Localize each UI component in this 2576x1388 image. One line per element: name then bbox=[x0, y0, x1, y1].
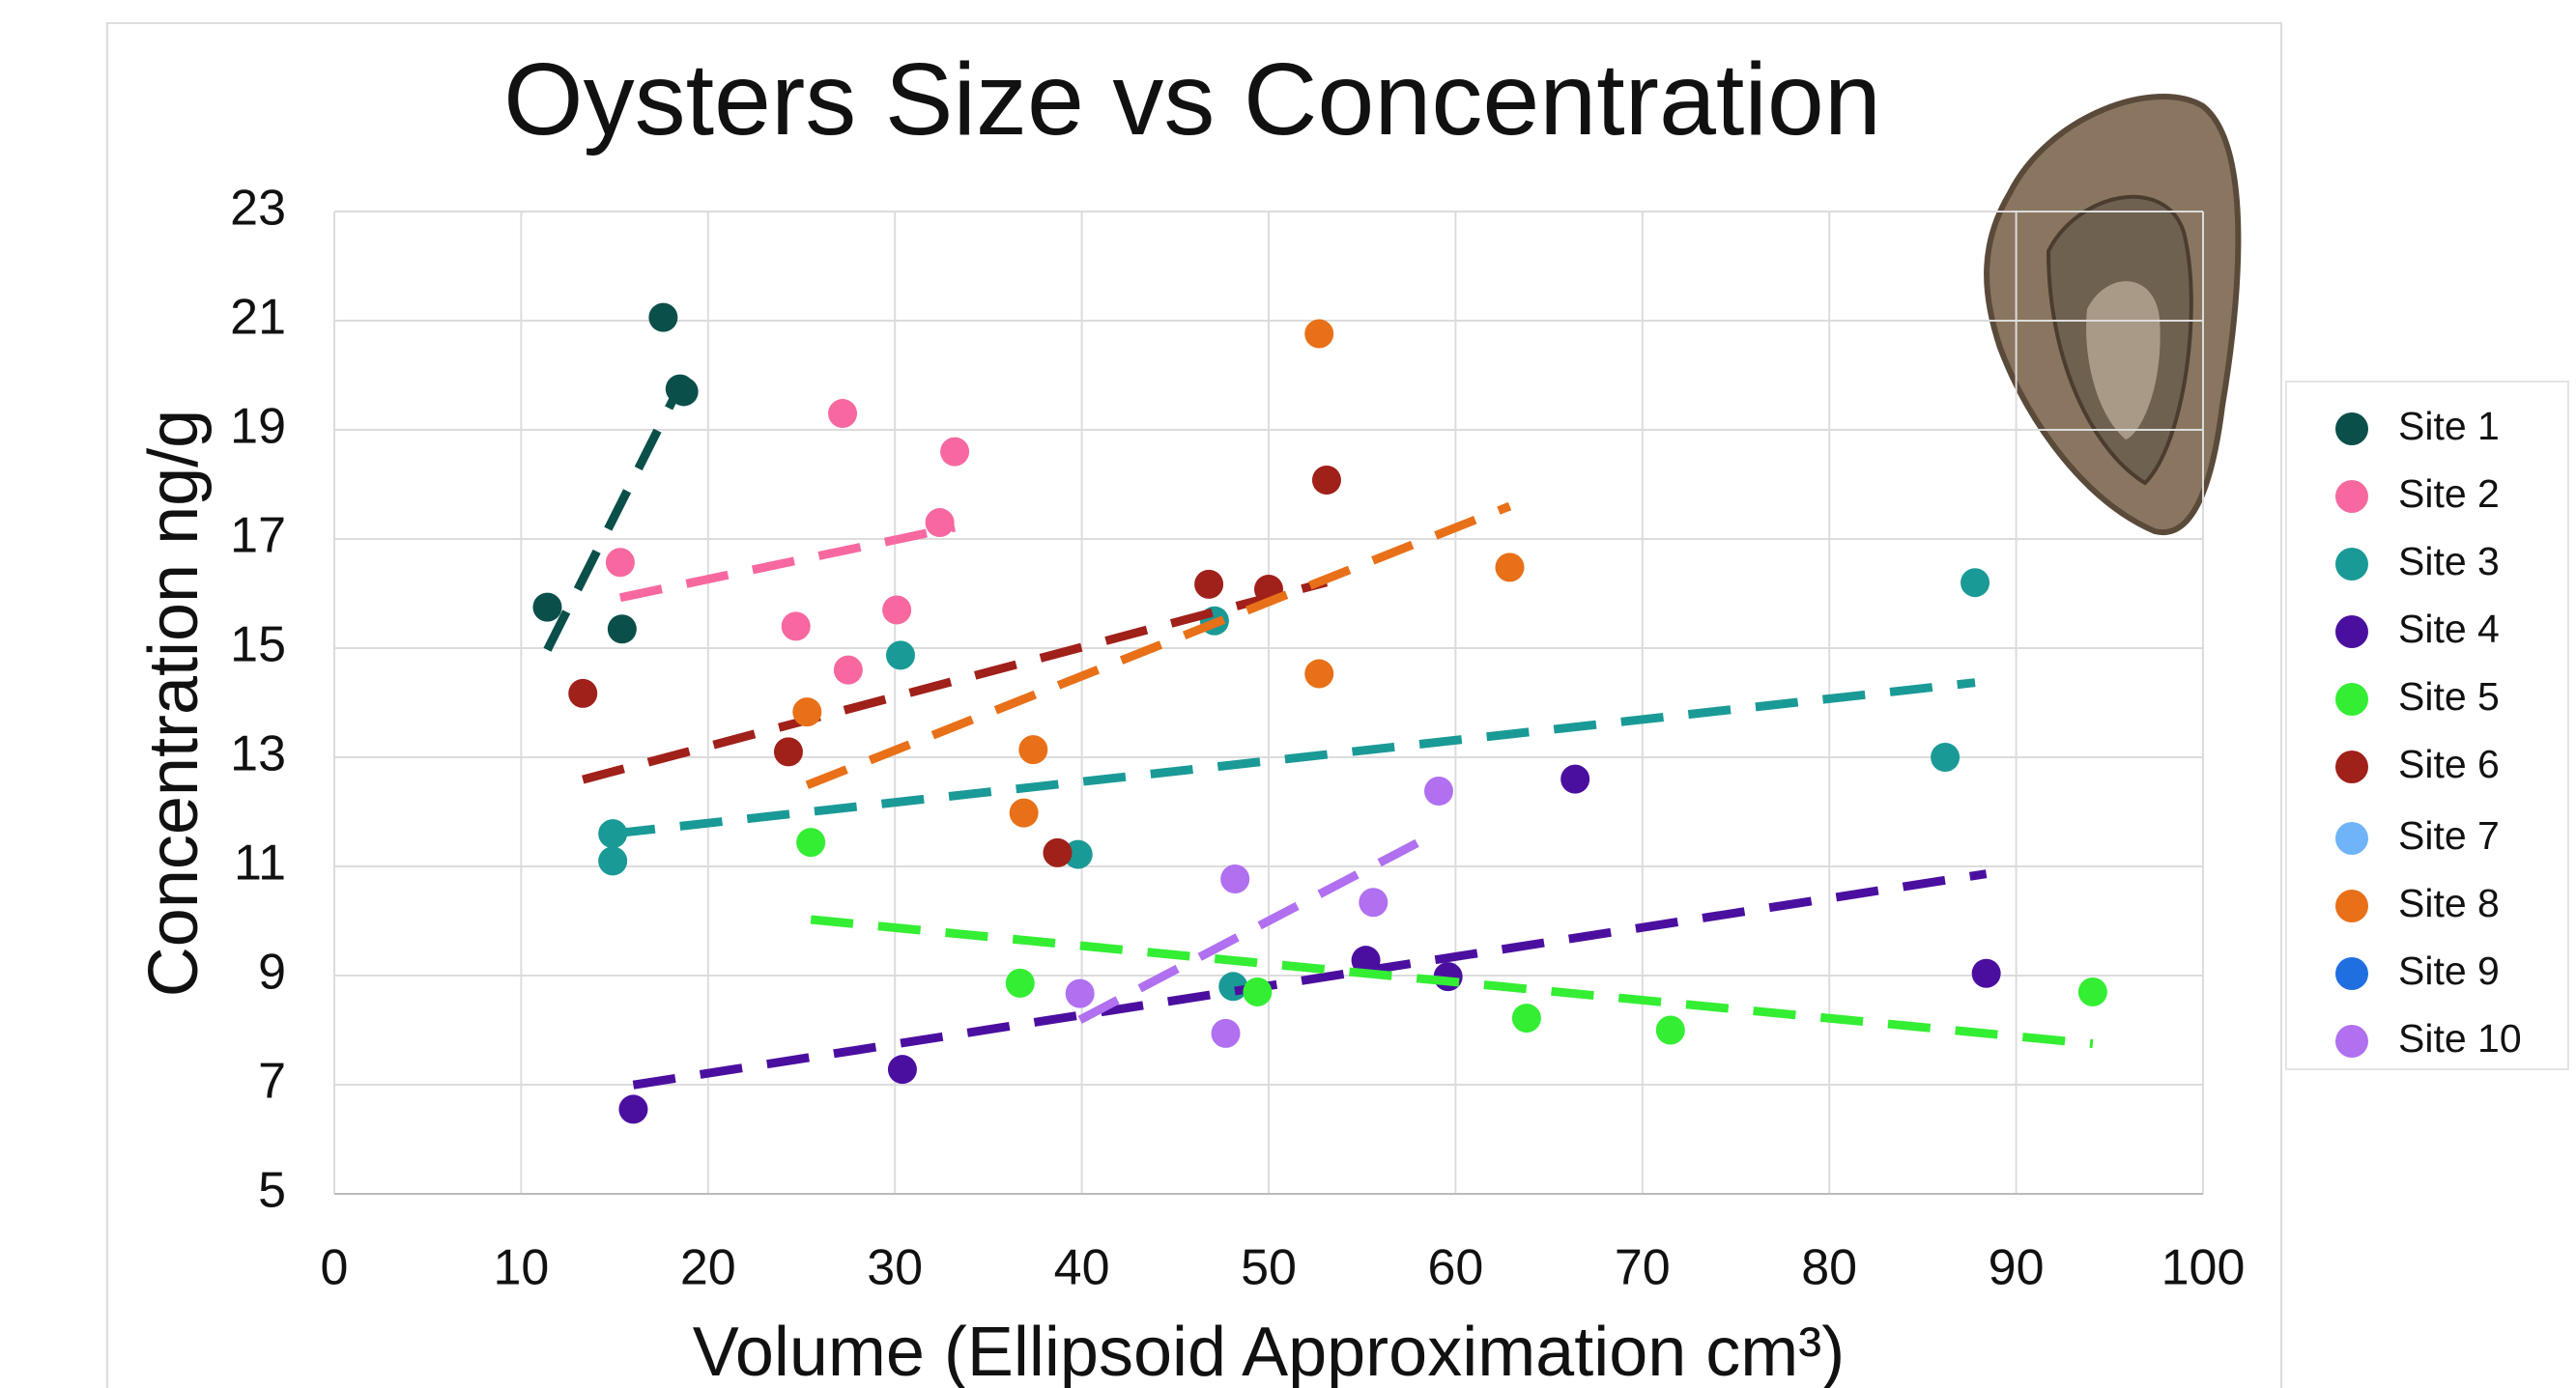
point bbox=[1560, 765, 1589, 794]
point bbox=[1512, 1004, 1541, 1033]
page: Oysters Size vs Concentration Volume (El… bbox=[0, 0, 2576, 1388]
legend-label: Site 4 bbox=[2398, 607, 2500, 651]
legend-label: Site 2 bbox=[2398, 471, 2500, 516]
y-axis-label: Concentration ng/g bbox=[135, 410, 213, 997]
chart-title: Oysters Size vs Concentration bbox=[503, 42, 1881, 156]
point bbox=[1194, 570, 1223, 599]
x-tick-label: 20 bbox=[680, 1240, 736, 1296]
point bbox=[940, 438, 969, 467]
point bbox=[782, 611, 811, 640]
point bbox=[1304, 660, 1333, 689]
point bbox=[774, 737, 803, 766]
point bbox=[1656, 1016, 1685, 1045]
y-tick-label: 23 bbox=[230, 181, 286, 237]
legend-marker bbox=[2335, 1025, 2368, 1058]
x-tick-label: 40 bbox=[1054, 1240, 1110, 1296]
point bbox=[926, 508, 955, 537]
legend-marker bbox=[2335, 412, 2368, 445]
legend-marker bbox=[2335, 683, 2368, 716]
point bbox=[1066, 979, 1095, 1008]
point bbox=[608, 614, 637, 643]
point bbox=[670, 377, 699, 406]
point bbox=[792, 697, 821, 726]
legend-label: Site 9 bbox=[2398, 949, 2500, 993]
y-tick-label: 15 bbox=[230, 617, 286, 673]
point bbox=[606, 548, 635, 577]
y-tick-label: 7 bbox=[258, 1054, 286, 1110]
y-tick-label: 11 bbox=[234, 836, 286, 892]
chart: Oysters Size vs Concentration Volume (El… bbox=[0, 0, 2576, 1388]
point bbox=[618, 1094, 647, 1123]
legend-label: Site 5 bbox=[2398, 674, 2500, 719]
point bbox=[1312, 466, 1341, 495]
legend-marker bbox=[2335, 548, 2368, 581]
legend-label: Site 7 bbox=[2398, 813, 2500, 858]
y-tick-label: 9 bbox=[258, 945, 286, 1001]
point bbox=[1243, 977, 1272, 1006]
legend-label: Site 8 bbox=[2398, 881, 2500, 925]
point bbox=[888, 1055, 917, 1084]
point bbox=[1495, 552, 1524, 581]
x-tick-label: 10 bbox=[493, 1240, 549, 1296]
point bbox=[568, 679, 597, 708]
x-tick-label: 50 bbox=[1241, 1240, 1297, 1296]
point bbox=[648, 303, 677, 332]
point bbox=[882, 595, 911, 624]
legend-marker bbox=[2335, 615, 2368, 648]
point bbox=[532, 593, 561, 622]
point bbox=[598, 846, 627, 875]
chart-frame bbox=[107, 23, 2281, 1388]
legend-marker bbox=[2335, 957, 2368, 990]
legend-label: Site 1 bbox=[2398, 404, 2500, 448]
point bbox=[828, 399, 857, 428]
point bbox=[886, 640, 915, 669]
point bbox=[1220, 864, 1249, 893]
x-tick-label: 30 bbox=[867, 1240, 923, 1296]
legend-label: Site 3 bbox=[2398, 539, 2500, 583]
x-tick-label: 80 bbox=[1801, 1240, 1857, 1296]
y-tick-label: 17 bbox=[230, 508, 286, 564]
point bbox=[1006, 969, 1035, 998]
x-tick-label: 0 bbox=[321, 1240, 349, 1296]
legend-marker bbox=[2335, 480, 2368, 513]
y-tick-label: 19 bbox=[230, 399, 286, 455]
x-tick-label: 70 bbox=[1615, 1240, 1671, 1296]
legend-label: Site 6 bbox=[2398, 742, 2500, 786]
y-tick-label: 5 bbox=[258, 1163, 286, 1219]
point bbox=[1359, 888, 1388, 917]
x-tick-label: 60 bbox=[1427, 1240, 1483, 1296]
legend-marker bbox=[2335, 890, 2368, 922]
point bbox=[1304, 320, 1333, 349]
point bbox=[2078, 977, 2107, 1006]
x-axis-label: Volume (Ellipsoid Approximation cm³) bbox=[693, 1314, 1845, 1388]
y-tick-label: 21 bbox=[230, 290, 286, 346]
legend-marker bbox=[2335, 751, 2368, 783]
point bbox=[1010, 799, 1039, 828]
x-tick-label: 90 bbox=[1989, 1240, 2045, 1296]
point bbox=[796, 828, 825, 857]
point bbox=[1961, 568, 1989, 597]
point bbox=[1972, 959, 2001, 988]
point bbox=[1212, 1019, 1241, 1048]
point bbox=[598, 819, 627, 848]
point bbox=[1931, 743, 1960, 772]
point bbox=[834, 656, 863, 685]
point bbox=[1018, 735, 1047, 764]
legend-marker bbox=[2335, 822, 2368, 855]
x-tick-label: 100 bbox=[2161, 1240, 2246, 1296]
point bbox=[1424, 777, 1453, 806]
point bbox=[1043, 838, 1072, 867]
y-tick-label: 13 bbox=[230, 726, 286, 782]
legend-label: Site 10 bbox=[2398, 1016, 2522, 1061]
